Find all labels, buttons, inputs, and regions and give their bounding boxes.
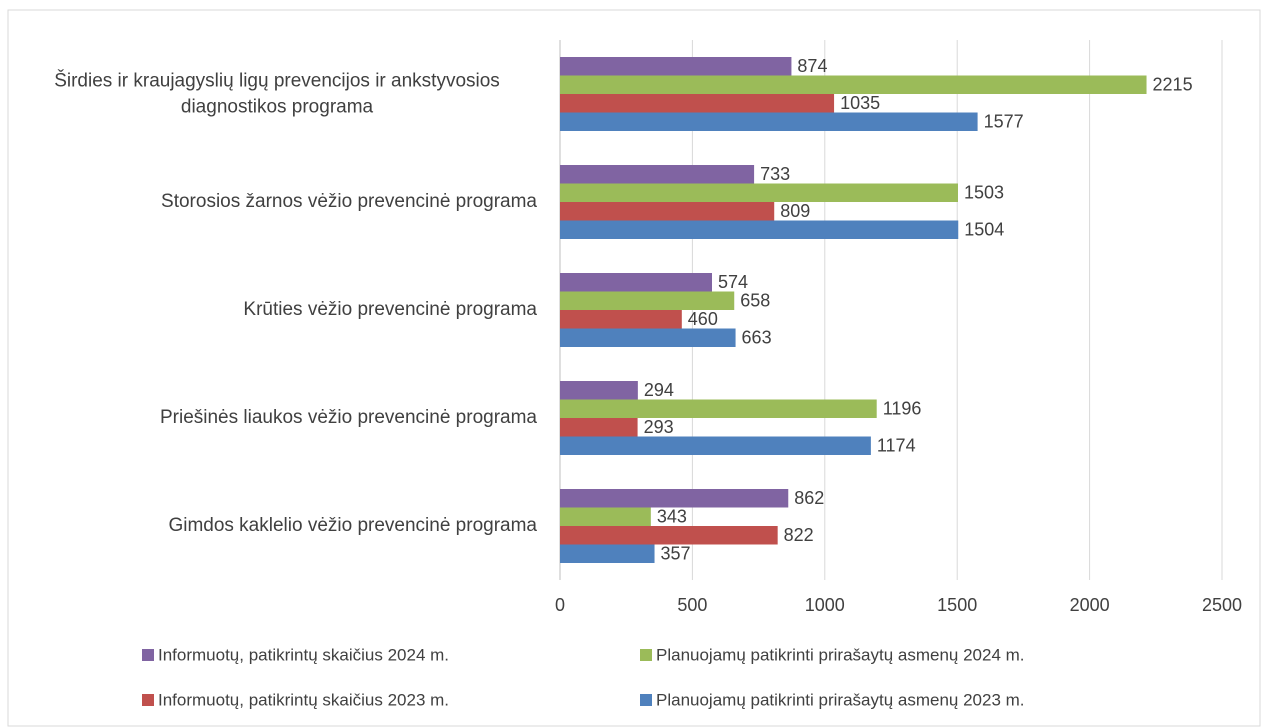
category-label: Gimdos kaklelio vėžio prevencinė program… xyxy=(0,513,537,539)
chart-border xyxy=(7,9,1261,727)
data-label: 822 xyxy=(784,525,814,545)
legend-label: Planuojamų patikrinti prirašaytų asmenų … xyxy=(656,645,1025,664)
data-label: 2215 xyxy=(1153,75,1193,95)
bar xyxy=(560,165,755,184)
category-label: Priešinės liaukos vėžio prevencinė progr… xyxy=(0,405,537,431)
data-label: 294 xyxy=(644,380,674,400)
bar xyxy=(560,57,792,76)
x-tick-label: 500 xyxy=(677,595,707,615)
data-label: 293 xyxy=(644,417,674,437)
bar xyxy=(560,526,778,545)
category-text: Širdies ir kraujagyslių ligų prevencijos… xyxy=(54,70,500,117)
bar xyxy=(560,220,959,239)
data-label: 874 xyxy=(797,56,827,76)
data-label: 809 xyxy=(780,201,810,221)
category-label: Storosios žarnos vėžio prevencinė progra… xyxy=(0,189,537,215)
bar xyxy=(560,94,835,113)
bar xyxy=(560,112,978,131)
category-text: Krūties vėžio prevencinė programa xyxy=(243,299,537,321)
bar xyxy=(560,507,651,526)
legend-label: Planuojamų patikrinti prirašaytų asmenų … xyxy=(656,690,1025,709)
bar xyxy=(560,75,1147,94)
legend-swatch xyxy=(640,694,652,706)
bar xyxy=(560,399,877,418)
x-tick-label: 1000 xyxy=(805,595,845,615)
data-label: 1035 xyxy=(840,93,880,113)
x-tick-label: 1500 xyxy=(937,595,977,615)
data-label: 460 xyxy=(688,309,718,329)
data-label: 862 xyxy=(794,488,824,508)
bar xyxy=(560,381,638,400)
data-label: 1503 xyxy=(964,183,1004,203)
category-text: Priešinės liaukos vėžio prevencinė progr… xyxy=(159,407,537,429)
bar xyxy=(560,544,655,563)
bar xyxy=(560,291,735,310)
bar xyxy=(560,310,682,329)
data-label: 1577 xyxy=(984,112,1024,132)
data-label: 1174 xyxy=(877,436,916,456)
x-tick-label: 0 xyxy=(555,595,565,615)
data-label: 663 xyxy=(742,328,772,348)
category-text: Storosios žarnos vėžio prevencinė progra… xyxy=(161,191,537,213)
category-label: Širdies ir kraujagyslių ligų prevencijos… xyxy=(0,68,537,119)
bar xyxy=(560,436,871,455)
data-label: 1196 xyxy=(883,399,922,419)
data-label: 357 xyxy=(661,544,691,564)
bar xyxy=(560,489,789,508)
category-text: Gimdos kaklelio vėžio prevencinė program… xyxy=(168,515,537,537)
x-tick-label: 2500 xyxy=(1202,595,1242,615)
bar xyxy=(560,328,736,347)
legend-swatch xyxy=(142,694,154,706)
legend-swatch xyxy=(640,649,652,661)
data-label: 574 xyxy=(718,272,748,292)
bar xyxy=(560,418,638,437)
x-tick-label: 2000 xyxy=(1070,595,1110,615)
bar xyxy=(560,183,958,202)
data-label: 733 xyxy=(760,164,790,184)
legend-label: Informuotų, patikrintų skaičius 2024 m. xyxy=(158,645,449,664)
legend-swatch xyxy=(142,649,154,661)
data-label: 343 xyxy=(657,507,687,527)
bar xyxy=(560,273,712,292)
category-label: Krūties vėžio prevencinė programa xyxy=(0,297,537,323)
legend-label: Informuotų, patikrintų skaičius 2023 m. xyxy=(158,690,449,709)
data-label: 658 xyxy=(740,291,770,311)
bar xyxy=(560,202,775,221)
data-label: 1504 xyxy=(964,220,1004,240)
